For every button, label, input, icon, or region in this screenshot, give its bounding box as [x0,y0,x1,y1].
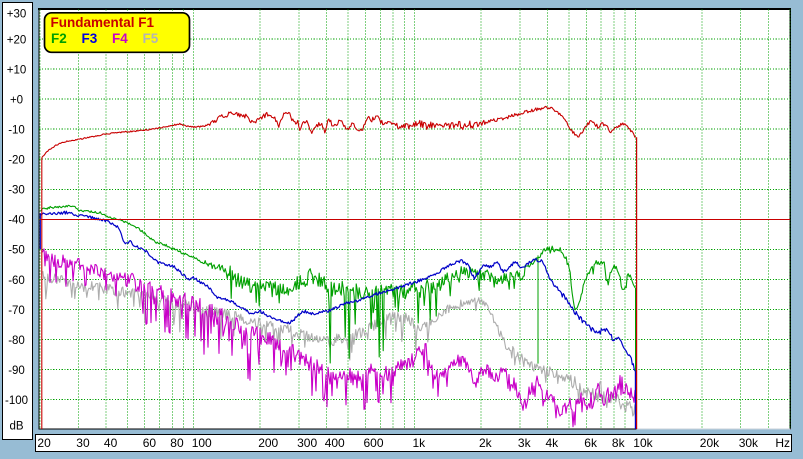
svg-text:30: 30 [76,436,90,450]
svg-text:-90: -90 [8,365,25,377]
svg-text:2k: 2k [479,436,493,450]
svg-text:30k: 30k [739,436,759,450]
svg-text:20: 20 [37,436,51,450]
svg-text:4k: 4k [546,436,560,450]
svg-text:3k: 3k [518,436,532,450]
svg-text:60: 60 [143,436,157,450]
svg-text:-30: -30 [8,185,25,197]
svg-text:F4: F4 [112,31,128,46]
svg-text:-80: -80 [8,335,25,347]
svg-text:400: 400 [325,436,345,450]
svg-text:+30: +30 [7,8,27,20]
svg-text:6k: 6k [584,436,598,450]
svg-text:200: 200 [258,436,278,450]
svg-text:+10: +10 [7,64,27,76]
svg-text:600: 600 [364,436,384,450]
svg-text:40: 40 [104,436,118,450]
svg-text:300: 300 [297,436,317,450]
svg-text:F5: F5 [143,31,159,46]
svg-text:8k: 8k [612,436,626,450]
svg-text:80: 80 [170,436,184,450]
svg-text:F2: F2 [51,31,67,46]
svg-text:-10: -10 [8,125,25,137]
svg-text:-100: -100 [5,395,28,407]
svg-text:-60: -60 [8,275,25,287]
svg-text:Hz: Hz [775,436,790,450]
svg-text:-40: -40 [8,215,25,227]
svg-text:10k: 10k [633,436,653,450]
svg-text:F3: F3 [82,31,98,46]
svg-text:-70: -70 [8,305,25,317]
svg-text:+20: +20 [7,34,27,46]
svg-text:-20: -20 [8,155,25,167]
svg-text:dB: dB [9,421,23,433]
svg-text:1k: 1k [413,436,427,450]
svg-text:Fundamental F1: Fundamental F1 [51,15,155,30]
svg-text:100: 100 [192,436,212,450]
svg-text:20k: 20k [700,436,720,450]
svg-text:-50: -50 [8,245,25,257]
svg-text:+0: +0 [10,94,23,106]
